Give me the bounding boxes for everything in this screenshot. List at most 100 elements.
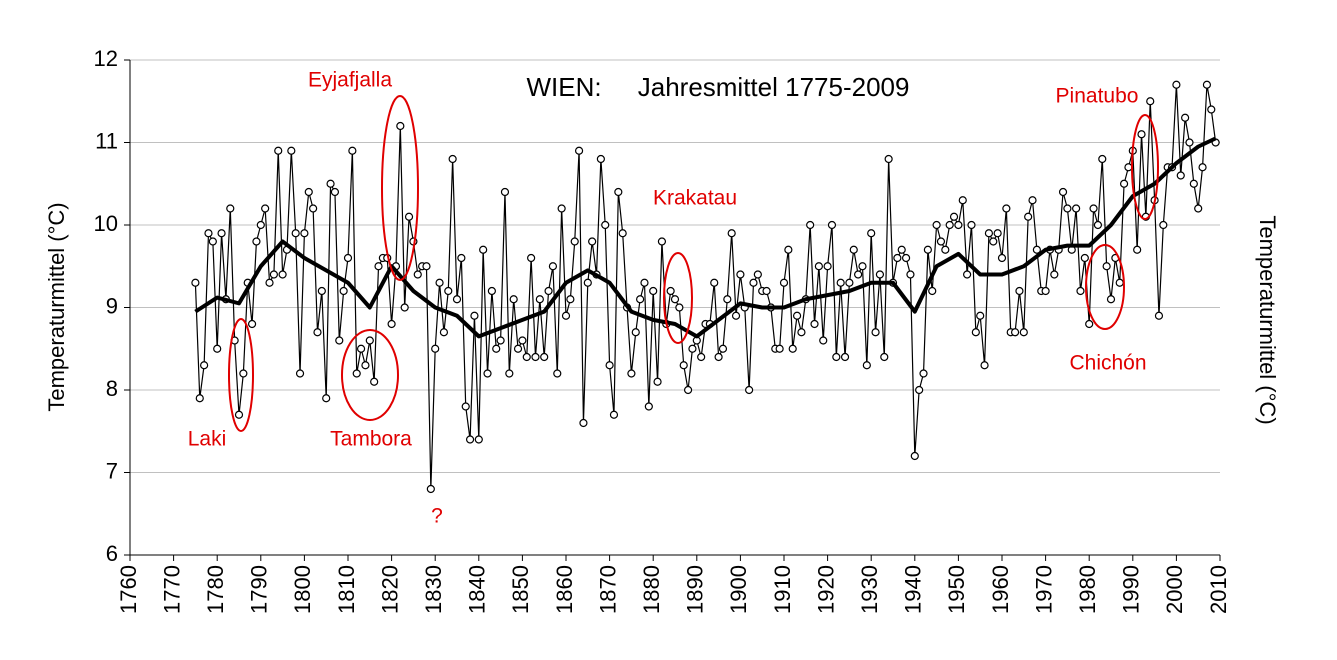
data-point <box>561 311 571 320</box>
data-point <box>779 278 789 287</box>
data-point <box>540 352 549 362</box>
data-point <box>252 237 261 246</box>
data-point <box>653 377 662 386</box>
data-point <box>548 262 558 271</box>
data-point <box>256 220 265 230</box>
data-point <box>1063 204 1072 213</box>
data-point <box>819 336 828 345</box>
data-point <box>1154 311 1164 320</box>
x-tick-label: 1770 <box>159 565 184 614</box>
data-point <box>365 336 374 345</box>
data-point <box>697 352 706 362</box>
data-point <box>1024 212 1033 221</box>
data-point <box>1093 220 1103 230</box>
data-point <box>574 146 584 155</box>
data-point <box>1133 245 1142 254</box>
data-point <box>963 270 972 279</box>
data-point <box>945 220 954 230</box>
data-point <box>387 319 396 329</box>
data-point <box>361 361 370 370</box>
x-tick-label: 1990 <box>1119 565 1144 614</box>
x-tick-label: 1890 <box>683 565 708 614</box>
data-point <box>444 286 453 296</box>
data-point <box>840 352 850 362</box>
data-point <box>823 262 832 271</box>
x-tick-label: 1820 <box>377 565 402 614</box>
annotation: Eyjafjalla <box>308 69 392 92</box>
data-point <box>649 286 658 296</box>
data-point <box>527 253 536 263</box>
data-point <box>810 319 819 329</box>
data-point <box>1050 270 1059 279</box>
data-point <box>679 361 688 370</box>
annotation: Pinatubo <box>1056 85 1139 108</box>
data-point <box>683 385 693 395</box>
data-point <box>487 286 496 296</box>
data-point <box>1041 286 1050 296</box>
data-point <box>915 385 924 395</box>
x-tick-label: 1950 <box>944 565 969 614</box>
y-axis-label: Temperaturmittel (°C) <box>44 202 69 411</box>
data-point <box>906 270 915 279</box>
data-point <box>330 187 340 197</box>
data-point <box>636 295 645 304</box>
chart-title: WIEN: Jahresmittel 1775-2009 <box>527 72 910 102</box>
data-point <box>1181 113 1190 122</box>
data-point <box>1015 286 1024 296</box>
data-point <box>1089 204 1098 213</box>
data-point <box>989 237 998 246</box>
x-tick-label: 2010 <box>1206 565 1231 614</box>
data-point <box>854 270 863 279</box>
data-point <box>396 121 405 131</box>
data-point <box>553 369 562 378</box>
data-point <box>1106 295 1116 304</box>
x-tick-label: 1930 <box>857 565 882 614</box>
data-point <box>1194 204 1203 213</box>
data-point <box>356 344 366 353</box>
data-point <box>967 220 976 230</box>
data-point <box>413 270 422 279</box>
data-point <box>644 402 653 411</box>
annotation: Krakatau <box>653 187 737 210</box>
data-point <box>1098 154 1107 164</box>
data-point <box>588 237 597 246</box>
data-point <box>404 212 414 221</box>
data-point <box>335 336 344 345</box>
data-point <box>1080 253 1089 263</box>
x-tick-label: 1970 <box>1031 565 1056 614</box>
data-point <box>910 451 919 461</box>
data-point <box>949 212 959 221</box>
annotation-ellipse <box>381 95 419 281</box>
data-point <box>422 262 431 271</box>
data-point <box>1119 179 1129 188</box>
x-tick-label: 1940 <box>901 565 926 614</box>
data-point <box>832 352 841 362</box>
data-point <box>932 220 941 230</box>
data-point <box>1137 130 1146 139</box>
data-point <box>814 262 823 271</box>
y-tick-label: 9 <box>106 293 118 318</box>
x-tick-label: 1980 <box>1075 565 1100 614</box>
data-point <box>849 245 858 254</box>
data-point <box>287 146 296 155</box>
data-point <box>1058 187 1068 197</box>
data-point <box>261 204 270 213</box>
data-point <box>431 344 440 353</box>
data-point <box>309 204 318 213</box>
data-point <box>583 278 592 287</box>
data-point <box>893 253 902 263</box>
data-point <box>762 286 771 296</box>
data-point <box>919 369 928 378</box>
data-point <box>714 352 723 362</box>
data-point <box>753 270 762 279</box>
x-tick-label: 1780 <box>203 565 228 614</box>
y2-axis-label: Temperaturmittel (°C) <box>1255 215 1280 424</box>
data-point <box>535 295 544 304</box>
data-point <box>452 295 462 304</box>
data-point <box>579 418 588 428</box>
data-point <box>941 245 950 254</box>
data-point <box>1159 220 1168 230</box>
data-point <box>871 328 880 337</box>
data-point <box>370 377 379 386</box>
data-point <box>836 278 845 287</box>
